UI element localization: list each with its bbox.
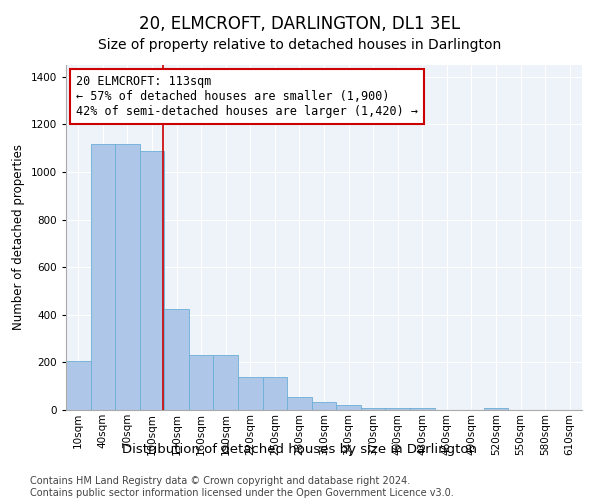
Bar — [238, 376, 263, 410]
Text: 20, ELMCROFT, DARLINGTON, DL1 3EL: 20, ELMCROFT, DARLINGTON, DL1 3EL — [139, 15, 461, 33]
Bar — [164, 309, 189, 410]
Text: Size of property relative to detached houses in Darlington: Size of property relative to detached ho… — [98, 38, 502, 52]
Text: Contains HM Land Registry data © Crown copyright and database right 2024.
Contai: Contains HM Land Registry data © Crown c… — [30, 476, 454, 498]
Bar — [214, 356, 238, 410]
Bar — [91, 144, 115, 410]
Bar — [336, 405, 361, 410]
Bar — [484, 408, 508, 410]
Bar — [312, 402, 336, 410]
Bar — [115, 144, 140, 410]
Bar — [66, 361, 91, 410]
Bar — [385, 408, 410, 410]
Y-axis label: Number of detached properties: Number of detached properties — [12, 144, 25, 330]
Bar — [263, 376, 287, 410]
Text: Distribution of detached houses by size in Darlington: Distribution of detached houses by size … — [122, 442, 478, 456]
Bar — [189, 356, 214, 410]
Text: 20 ELMCROFT: 113sqm
← 57% of detached houses are smaller (1,900)
42% of semi-det: 20 ELMCROFT: 113sqm ← 57% of detached ho… — [76, 76, 418, 118]
Bar — [361, 408, 385, 410]
Bar — [140, 150, 164, 410]
Bar — [410, 408, 434, 410]
Bar — [287, 397, 312, 410]
